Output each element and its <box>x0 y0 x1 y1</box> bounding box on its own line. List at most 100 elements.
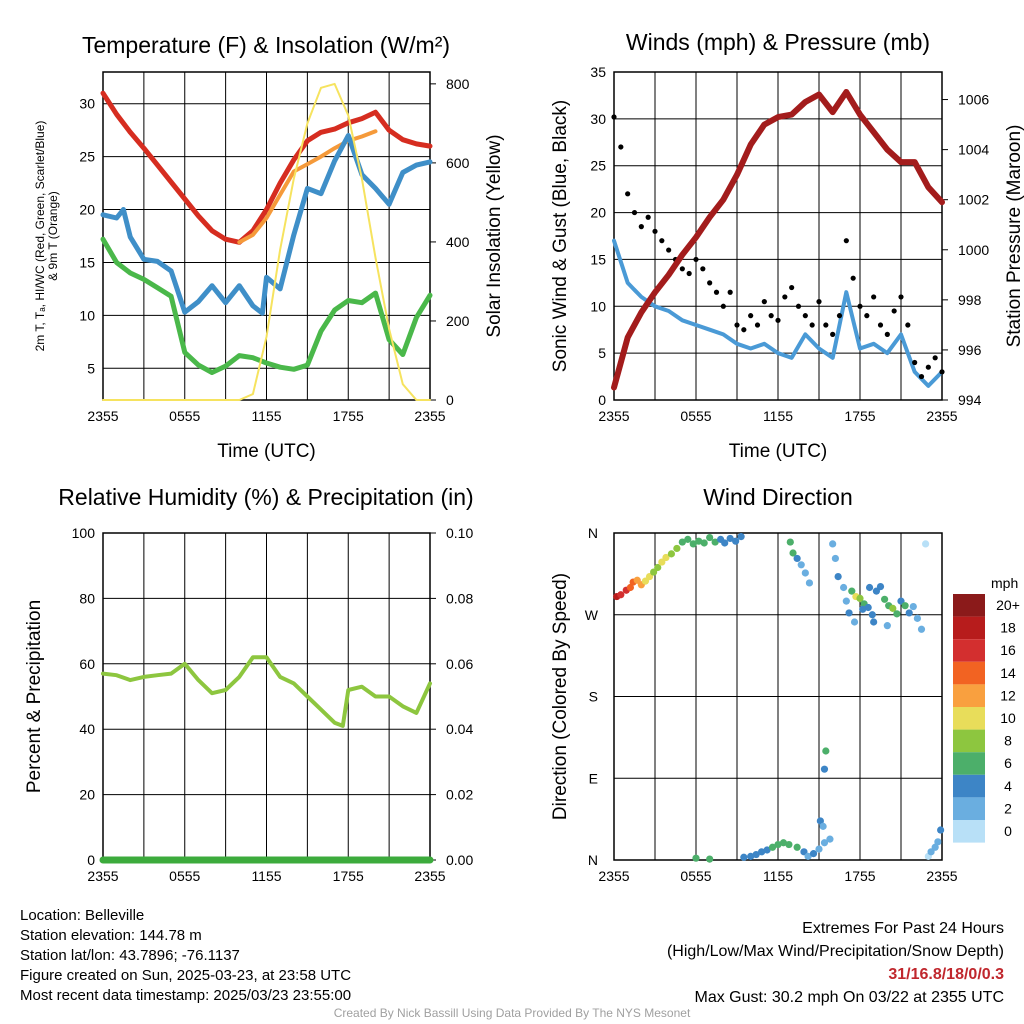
gust-point <box>761 299 767 305</box>
panel-title: Temperature (F) & Insolation (W/m²) <box>82 32 450 58</box>
legend-swatch <box>953 729 985 753</box>
direction-point <box>763 846 771 854</box>
direction-point <box>815 845 823 853</box>
y-tick-label-left: 20 <box>590 205 606 221</box>
station-elevation: Station elevation: 144.78 m <box>20 927 202 944</box>
direction-point <box>881 595 889 603</box>
y-tick-label-right: 0.04 <box>446 721 473 737</box>
gust-point <box>925 364 931 370</box>
y-tick-label-right: 1000 <box>958 242 989 258</box>
y-tick-label-right: 600 <box>446 155 470 171</box>
gust-point <box>713 289 720 295</box>
direction-point <box>876 582 885 591</box>
legend-label: 12 <box>1000 687 1016 703</box>
x-tick-label: 1155 <box>763 868 793 884</box>
y-tick-label-right: 0.00 <box>446 852 473 868</box>
y-tick-label-right: 994 <box>958 392 982 408</box>
series-windchill <box>100 133 433 316</box>
gust-point <box>823 322 829 328</box>
y-tick-label-left: 15 <box>590 251 606 267</box>
gust-point <box>782 294 788 300</box>
x-tick-label: 1755 <box>844 868 875 884</box>
x-tick-label: 1155 <box>251 408 281 424</box>
gust-point <box>795 303 802 309</box>
direction-point <box>721 539 729 547</box>
gust-point <box>734 322 740 328</box>
gust-point <box>700 266 706 272</box>
direction-point <box>695 537 703 545</box>
direction-point <box>901 602 909 610</box>
y-tick-label-left: 100 <box>72 525 96 541</box>
y-tick-label-left: 60 <box>79 656 95 672</box>
direction-point <box>850 618 859 626</box>
extremes-subtitle: (High/Low/Max Wind/Precipitation/Snow De… <box>666 943 1004 960</box>
gust-point <box>625 191 631 197</box>
y-axis-label-right: Station Pressure (Maroon) <box>1004 125 1024 348</box>
gust-point <box>652 228 658 234</box>
legend-swatch <box>953 616 985 640</box>
gust-point <box>659 238 665 244</box>
series-temp <box>100 90 433 245</box>
x-tick-label: 1155 <box>763 408 793 424</box>
direction-point <box>626 583 635 592</box>
y-tick-label-right: 800 <box>446 76 470 92</box>
direction-point <box>856 594 864 603</box>
gust-point <box>802 313 808 319</box>
direction-point <box>840 583 848 592</box>
legend-label: 20+ <box>996 597 1020 613</box>
gust-point <box>871 294 877 300</box>
gust-point <box>912 359 918 366</box>
direction-point <box>809 850 818 858</box>
station-latlon: Station lat/lon: 43.7896; -76.1137 <box>20 947 240 964</box>
y-tick-label-right: 1002 <box>958 192 989 208</box>
direction-point <box>893 610 901 618</box>
gust-point <box>727 289 733 295</box>
gust-point <box>905 322 911 328</box>
direction-point <box>842 597 850 605</box>
legend-swatch <box>953 684 985 707</box>
direction-point <box>684 535 692 543</box>
direction-point <box>793 554 801 563</box>
series-rh <box>101 655 432 728</box>
x-tick-label: 0555 <box>680 408 711 424</box>
y-tick-label-right: 0.06 <box>446 656 473 672</box>
y-tick-label-right: 0.08 <box>446 590 473 606</box>
direction-point <box>804 852 812 860</box>
y-tick-label-left: 15 <box>79 254 95 270</box>
y-tick-label-left: 40 <box>79 721 95 737</box>
y-axis-label-left: Direction (Colored By Speed) <box>550 573 571 820</box>
direction-point <box>848 587 856 595</box>
legend-label: 6 <box>1004 755 1012 771</box>
direction-point <box>678 538 686 546</box>
gust-point <box>611 114 617 120</box>
y-tick-label-left: 30 <box>79 96 95 112</box>
direction-point <box>737 533 745 541</box>
gust-point <box>638 224 644 230</box>
direction-point <box>820 839 829 847</box>
gust-point <box>809 322 815 328</box>
station-info: Location: Belleville Station elevation: … <box>20 906 351 1006</box>
direction-point <box>692 854 700 862</box>
y-tick-label-left: S <box>589 689 598 705</box>
legend-swatch <box>953 661 985 685</box>
x-tick-label: 2355 <box>598 408 629 424</box>
y-tick-label-right: 0.02 <box>446 787 473 803</box>
gust-point <box>618 144 624 150</box>
y-tick-label-left: 35 <box>590 64 606 80</box>
direction-point <box>789 549 797 557</box>
gust-point <box>748 313 754 319</box>
figure-created: Figure created on Sun, 2025-03-23, at 23… <box>20 967 352 984</box>
direction-point <box>805 579 814 587</box>
direction-point <box>706 855 714 863</box>
most-recent-timestamp: Most recent data timestamp: 2025/03/23 2… <box>20 987 352 1004</box>
y-tick-label-left: 80 <box>79 590 95 606</box>
direction-point <box>793 843 801 851</box>
x-tick-label: 1155 <box>251 868 281 884</box>
series-pressure <box>611 89 945 391</box>
panel-title: Relative Humidity (%) & Precipitation (i… <box>58 484 473 510</box>
gust-point <box>877 322 884 328</box>
gust-point <box>864 313 870 319</box>
gust-point <box>918 373 925 380</box>
x-tick-label: 2355 <box>87 868 118 884</box>
